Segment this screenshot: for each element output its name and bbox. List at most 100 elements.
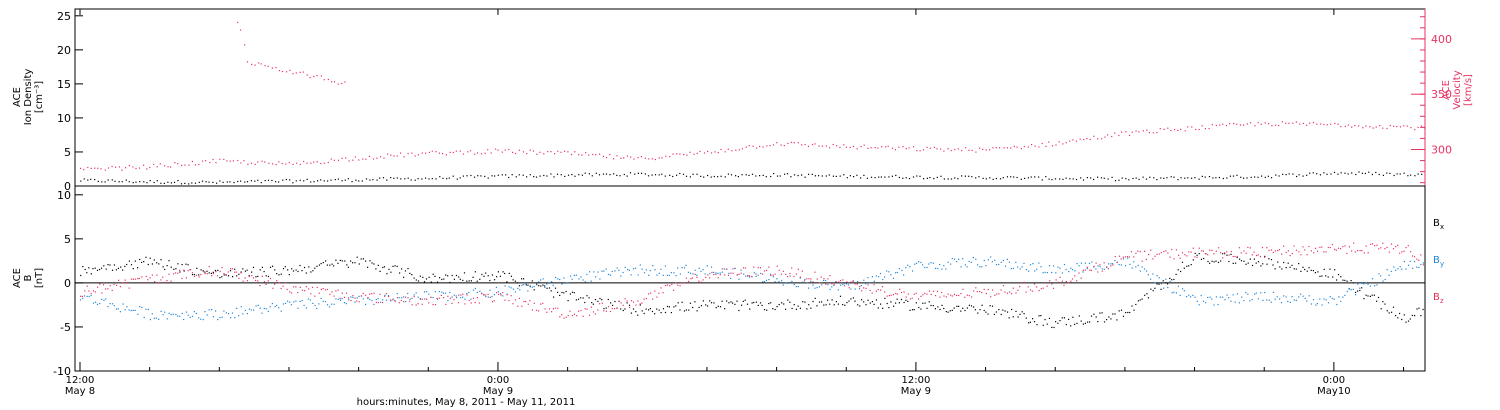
- data-point: [536, 154, 537, 155]
- data-point: [367, 297, 368, 298]
- data-point: [918, 261, 919, 262]
- data-point: [882, 279, 883, 280]
- data-point: [1316, 173, 1317, 174]
- data-point: [397, 293, 398, 294]
- data-point: [548, 283, 549, 284]
- data-point: [1353, 243, 1354, 244]
- data-point: [1034, 283, 1035, 284]
- data-point: [1038, 177, 1039, 178]
- data-point: [1423, 309, 1424, 310]
- data-point: [746, 147, 747, 148]
- data-point: [1110, 263, 1111, 264]
- data-point: [728, 149, 729, 150]
- data-point: [996, 311, 997, 312]
- data-point: [878, 276, 879, 277]
- data-point: [576, 299, 577, 300]
- data-point: [996, 294, 997, 295]
- data-point: [1380, 247, 1381, 248]
- data-point: [766, 176, 767, 177]
- data-point: [738, 279, 739, 280]
- data-point: [436, 298, 437, 299]
- data-point: [1271, 177, 1272, 178]
- data-point: [725, 176, 726, 177]
- data-point: [302, 300, 303, 301]
- data-point: [1123, 257, 1124, 258]
- data-point: [1072, 317, 1073, 318]
- data-point: [766, 270, 767, 271]
- data-point: [1212, 177, 1213, 178]
- data-point: [506, 281, 507, 282]
- data-point: [530, 150, 531, 151]
- data-point: [84, 178, 85, 179]
- data-point: [1112, 264, 1113, 265]
- data-point: [1311, 270, 1312, 271]
- data-point: [304, 267, 305, 268]
- data-point: [958, 295, 959, 296]
- data-point: [946, 311, 947, 312]
- data-point: [238, 315, 239, 316]
- data-point: [1336, 250, 1337, 251]
- data-point: [265, 65, 266, 66]
- data-point: [1407, 175, 1408, 176]
- data-point: [411, 179, 412, 180]
- data-point: [652, 158, 653, 159]
- data-point: [730, 278, 731, 279]
- data-point: [920, 150, 921, 151]
- data-point: [485, 273, 486, 274]
- data-point: [1342, 297, 1343, 298]
- data-point: [1167, 283, 1168, 284]
- data-point: [209, 272, 210, 273]
- data-point: [512, 174, 513, 175]
- data-point: [475, 271, 476, 272]
- data-point: [251, 163, 252, 164]
- data-point: [483, 276, 484, 277]
- data-point: [390, 155, 391, 156]
- data-point: [752, 302, 753, 303]
- data-point: [762, 146, 763, 147]
- y-tick-label: 15: [57, 78, 71, 91]
- data-point: [1028, 177, 1029, 178]
- data-point: [984, 260, 985, 261]
- data-point: [661, 312, 662, 313]
- data-point: [1015, 311, 1016, 312]
- data-point: [310, 293, 311, 294]
- data-point: [800, 308, 801, 309]
- data-point: [722, 272, 723, 273]
- data-point: [1408, 265, 1409, 266]
- data-point: [1194, 177, 1195, 178]
- data-point: [660, 269, 661, 270]
- data-point: [1414, 261, 1415, 262]
- data-point: [1034, 176, 1035, 177]
- data-point: [574, 314, 575, 315]
- data-point: [1205, 253, 1206, 254]
- data-point: [1299, 124, 1300, 125]
- data-point: [707, 265, 708, 266]
- data-point: [1182, 288, 1183, 289]
- data-point: [641, 156, 642, 157]
- data-point: [1187, 126, 1188, 127]
- data-point: [209, 162, 210, 163]
- data-point: [521, 306, 522, 307]
- data-point: [650, 308, 651, 309]
- data-point: [517, 288, 518, 289]
- data-point: [675, 305, 676, 306]
- data-point: [217, 270, 218, 271]
- data-point: [334, 304, 335, 305]
- data-point: [730, 301, 731, 302]
- data-point: [701, 282, 702, 283]
- data-point: [989, 149, 990, 150]
- data-point: [749, 309, 750, 310]
- data-point: [1169, 278, 1170, 279]
- data-point: [613, 173, 614, 174]
- data-point: [901, 299, 902, 300]
- data-point: [346, 303, 347, 304]
- data-point: [491, 296, 492, 297]
- data-point: [223, 311, 224, 312]
- data-point: [512, 152, 513, 153]
- data-point: [1212, 124, 1213, 125]
- data-point: [358, 180, 359, 181]
- data-point: [1019, 314, 1020, 315]
- data-point: [585, 281, 586, 282]
- data-point: [123, 303, 124, 304]
- data-point: [523, 278, 524, 279]
